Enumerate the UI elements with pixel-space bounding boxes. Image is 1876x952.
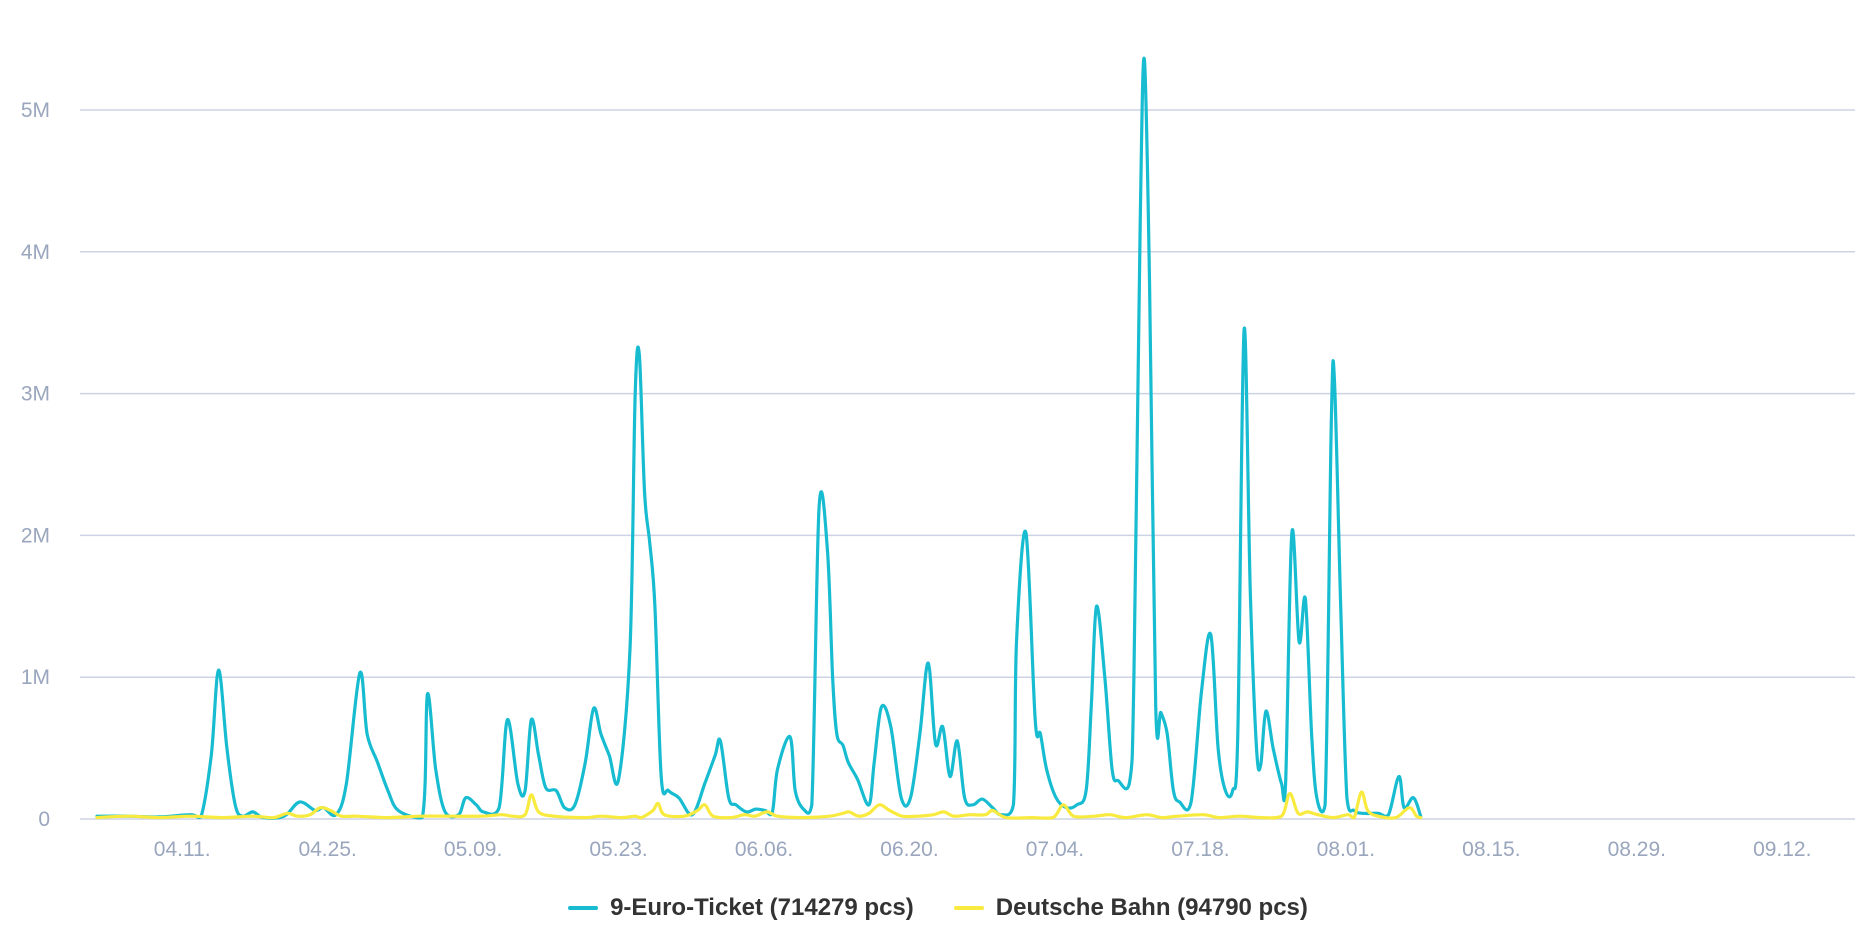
series-lines — [95, 56, 1423, 820]
x-tick-label: 08.15. — [1462, 838, 1520, 861]
x-tick-label: 05.23. — [589, 838, 647, 861]
x-tick-label: 08.01. — [1317, 838, 1375, 861]
legend-label-9-euro-ticket: 9-Euro-Ticket (714279 pcs) — [610, 894, 914, 921]
legend-swatch-9-euro-ticket — [568, 906, 599, 910]
y-tick-label: 4M — [21, 241, 50, 264]
chart-legend: 9-Euro-Ticket (714279 pcs) Deutsche Bahn… — [0, 894, 1876, 922]
y-tick-label: 3M — [21, 383, 50, 406]
y-axis-ticks: 0 1M 2M 3M 4M 5M — [21, 99, 50, 831]
y-tick-label: 0 — [38, 808, 50, 831]
legend-swatch-deutsche-bahn — [953, 906, 984, 910]
legend-item-deutsche-bahn[interactable]: Deutsche Bahn (94790 pcs) — [953, 894, 1308, 922]
y-tick-label: 1M — [21, 666, 50, 689]
series-line-deutsche-bahn — [95, 790, 1423, 820]
line-chart: 0 1M 2M 3M 4M 5M 04.11. 04.25. 05.09. 05.23. 06.0… — [21, 56, 1855, 861]
legend-label-deutsche-bahn: Deutsche Bahn (94790 pcs) — [995, 894, 1308, 921]
legend-item-9-euro-ticket[interactable]: 9-Euro-Ticket (714279 pcs) — [568, 894, 914, 922]
x-tick-label: 05.09. — [444, 838, 502, 861]
x-tick-label: 04.25. — [298, 838, 356, 861]
x-tick-label: 08.29. — [1608, 838, 1666, 861]
grid-lines — [80, 109, 1855, 820]
x-tick-label: 09.12. — [1753, 838, 1811, 861]
series-line-9-euro-ticket — [95, 56, 1423, 820]
y-tick-label: 5M — [21, 99, 50, 122]
x-axis-ticks: 04.11. 04.25. 05.09. 05.23. 06.06. 06.20. 07.0… — [154, 838, 1812, 861]
x-tick-label: 06.20. — [880, 838, 938, 861]
x-tick-label: 07.18. — [1171, 838, 1229, 861]
x-tick-label: 04.11. — [154, 838, 211, 861]
y-tick-label: 2M — [21, 524, 50, 547]
x-tick-label: 06.06. — [735, 838, 793, 861]
x-tick-label: 07.04. — [1026, 838, 1084, 861]
